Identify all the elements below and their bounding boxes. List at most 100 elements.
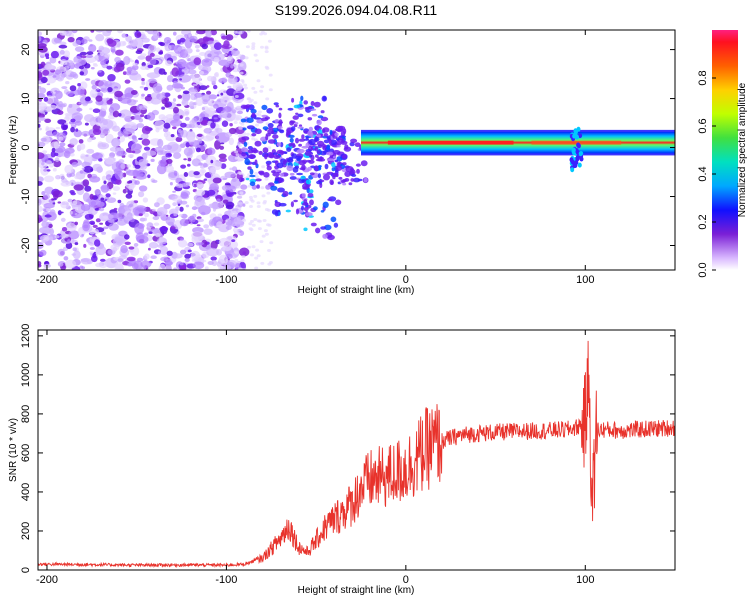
spectrogram-transition-blob [278,112,282,119]
snr-frame [37,329,676,571]
spectrogram-noise-blob [234,95,239,98]
spectrogram-noise-blob [218,114,223,118]
spectrogram-noise-blob [221,185,230,191]
spectrogram-noise-blob [59,30,67,36]
spectrogram-noise-blob [57,248,66,257]
spectrogram-noise-blob [38,152,45,160]
spectrogram-transition-blob [318,165,322,168]
spectrogram-noise-blob [185,61,197,70]
spectrogram-transition-blob [273,154,281,159]
x-tick-label: 100 [576,274,594,286]
spectrogram-transition-blob [319,182,323,188]
spectrogram-noise-blob [198,242,205,246]
spectrogram-noise-blob [107,87,113,93]
spectrogram-noise-blob [173,31,177,36]
spectrogram-noise-blob [127,262,133,267]
spectrogram-noise-blob [154,120,165,130]
spectrogram-noise-blob [267,249,271,252]
spectrogram-noise-blob [225,62,230,68]
spectrogram-noise-blob [263,229,268,233]
spectrogram-noise-blob [38,123,41,128]
spectrogram-noise-blob [175,136,183,142]
spectrogram-noise-blob [225,34,234,41]
spectrogram-noise-blob [38,106,45,112]
spectrogram-transition-blob [247,146,253,150]
spectrogram-noise-blob [90,252,93,256]
y-tick-label: 400 [20,483,32,501]
spectrogram-noise-blob [78,139,84,144]
spectrogram-transition-blob [289,176,297,180]
spectrogram-noise-blob [104,80,113,87]
spectrogram-noise-blob [38,31,42,37]
spectrogram-noise-blob [194,197,205,207]
spectrogram-transition-blob [283,151,288,154]
spectrogram-noise-blob [268,261,273,264]
spectrogram-noise-blob [203,224,210,229]
spectrogram-noise-blob [162,144,172,151]
spectrogram-disturbance-blob [578,151,583,157]
spectrogram-noise-blob [188,69,197,75]
spectrogram-noise-blob [266,208,271,212]
spectrogram-noise-blob [71,30,78,34]
spectrogram-noise-blob [175,183,184,188]
spectrogram-transition-blob [249,174,256,178]
spectrogram-transition-blob [254,159,258,166]
spectrogram-noise-blob [95,30,104,33]
spectrogram-noise-blob [227,75,238,85]
spectrogram-noise-blob [81,266,85,270]
spectrogram-noise-blob [166,84,174,91]
spectrogram-transition-blob [342,154,347,159]
spectrogram-noise-blob [230,64,234,69]
spectrogram-noise-blob [130,39,138,47]
spectrogram-transition-blob [305,212,313,217]
spectrogram-noise-blob [147,64,154,69]
snr-y-label: SNR (10 * v/v) [8,418,19,482]
spectrogram-noise-blob [95,167,103,171]
spectrogram-noise-blob [218,153,227,159]
spectrogram-transition-blob [303,227,308,232]
spectrogram-noise-blob [138,185,148,192]
spectrogram-noise-blob [88,44,97,53]
spectrogram-transition-blob [248,154,256,160]
spectrogram-noise-blob [213,42,222,50]
spectrogram-noise-blob [66,222,77,232]
y-tick-label: 10 [20,92,32,104]
spectrogram-noise-blob [90,236,94,239]
snr-x-axis: -200 -100 0 100 [36,330,594,586]
spectrogram-noise-blob [244,56,249,60]
spectrogram-noise-blob [142,35,147,40]
spectrogram-noise-blob [124,234,130,240]
spectrogram-noise-blob [256,254,261,258]
spectrogram-noise-blob [236,56,239,59]
spectrogram-disturbance-blob [574,160,579,165]
spectrogram-noise-blob [152,83,163,94]
spectrogram-noise-blob [209,43,215,47]
spectrogram-noise-blob [253,194,258,198]
spectrogram-noise-blob [118,207,126,214]
spectrogram-noise-blob [201,169,207,174]
spectrogram-noise-blob [191,259,196,262]
spectrogram-noise-blob [72,247,77,252]
spectrogram-noise-blob [158,114,166,121]
spectrogram-transition-blob [247,149,254,154]
spectrogram-noise-blob [76,107,83,112]
spectrogram-noise-blob [207,189,216,196]
spectrogram-noise-blob [101,88,108,93]
spectrogram-noise-blob [90,79,96,85]
spectrogram-noise-blob [83,165,94,173]
spectrogram-transition-blob [252,149,259,154]
spectrogram-noise-blob [147,44,157,53]
spectrogram-noise-blob [122,188,127,194]
spectrogram-transition-blob [334,159,339,163]
spectrogram-noise-blob [237,110,243,115]
x-tick-label: -100 [215,574,237,586]
spectrogram-noise-blob [75,39,82,45]
spectrogram-noise-blob [238,99,242,103]
spectrogram-noise-blob [152,208,157,212]
spectrogram-noise-blob [204,266,209,270]
spectrogram-transition-blob [296,150,301,153]
spectrogram-noise-blob [68,230,80,240]
colorbar-label: Normalized spectral amplitude [737,82,748,217]
spectrogram-noise-blob [171,67,179,77]
spectrogram-noise-blob [52,75,57,78]
